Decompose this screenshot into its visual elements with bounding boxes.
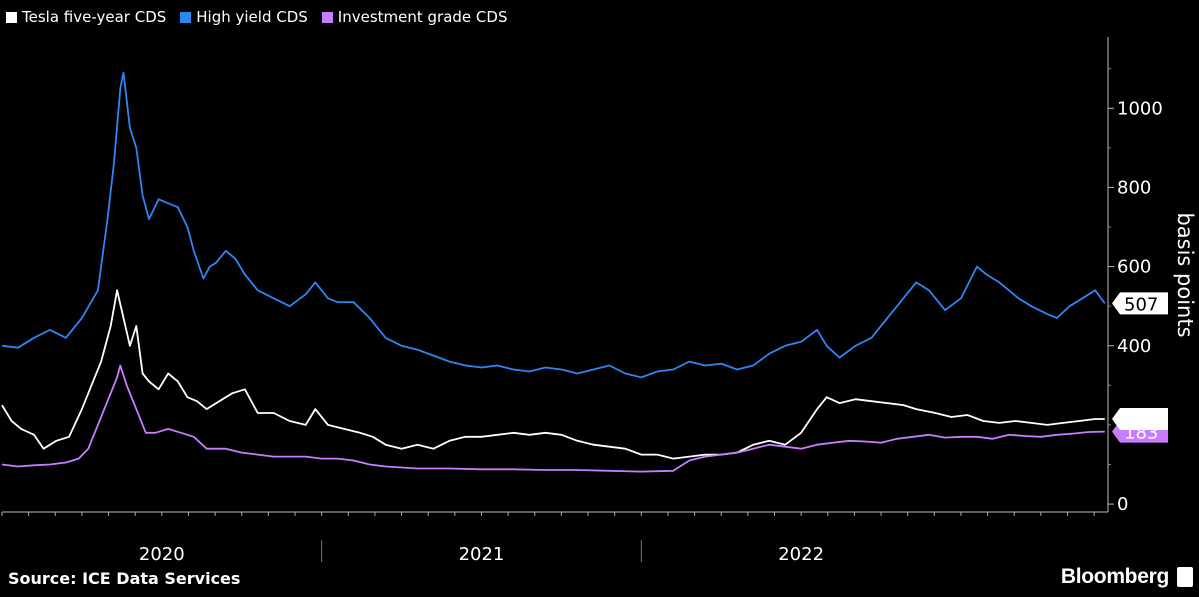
legend-label-tesla: Tesla five-year CDS (22, 8, 167, 26)
legend-item-high-yield: High yield CDS (180, 8, 308, 26)
legend-swatch-tesla (6, 11, 17, 23)
source-note: Source: ICE Data Services (8, 569, 241, 588)
chart-axes: 0 400 600 800 1000 2020 2021 2022 basis points (1, 37, 1197, 565)
legend-label-high-yield: High yield CDS (196, 8, 308, 26)
end-value-tag-bg (1112, 292, 1168, 315)
x-year-label: 2020 (139, 544, 185, 565)
brand-logo-icon (1177, 567, 1193, 587)
y-axis-title: basis points (1173, 212, 1197, 337)
legend-item-tesla: Tesla five-year CDS (6, 8, 166, 26)
end-value-tag: 507 (1112, 292, 1168, 315)
series-line-high-yield-cds (1, 71, 1106, 379)
series-line-investment-grade-cds (1, 364, 1105, 473)
legend-swatch-high-yield (180, 11, 192, 23)
x-year-label: 2022 (778, 544, 824, 565)
legend-swatch-investment-grade (321, 11, 333, 23)
y-tick-label: 400 (1117, 336, 1151, 357)
end-value-tag: 215 (1112, 407, 1168, 431)
y-tick-label: 800 (1117, 177, 1151, 198)
end-value-label: 507 (1124, 294, 1158, 315)
legend-item-investment-grade: Investment grade CDS (321, 8, 508, 26)
y-tick-label: 0 (1117, 494, 1128, 515)
legend-label-investment-grade: Investment grade CDS (337, 8, 508, 26)
y-tick-label: 1000 (1117, 98, 1163, 119)
end-value-label: 215 (1124, 410, 1158, 431)
end-value-tag-bg (1112, 407, 1168, 430)
series-line-tesla-five-year-cds (1, 289, 1105, 460)
y-tick-label: 600 (1117, 257, 1151, 278)
chart-legend: Tesla five-year CDS High yield CDS Inves… (6, 8, 507, 26)
brand-name: Bloomberg (1060, 565, 1169, 588)
chart-lines (1, 71, 1106, 473)
x-year-label: 2021 (459, 544, 505, 565)
